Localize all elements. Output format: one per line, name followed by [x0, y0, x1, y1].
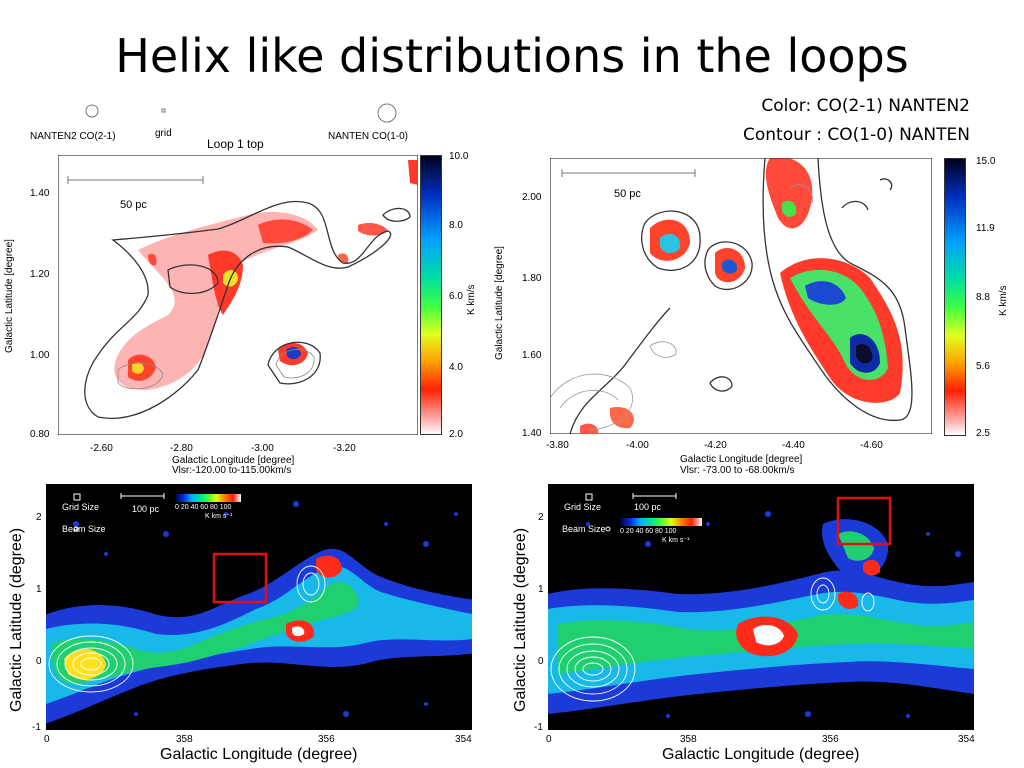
slide-title: Helix like distributions in the loops	[115, 29, 909, 83]
xtick: -2.80	[170, 443, 193, 454]
bottom-right-map	[548, 484, 974, 730]
ytick: 0	[36, 656, 42, 667]
label-nanten2: NANTEN2 CO(2-1)	[30, 131, 116, 142]
colorbar	[620, 518, 702, 526]
legend-contour: Contour : CO(1-0) NANTEN	[742, 125, 970, 145]
y-axis-label: Galactic Latitude [degree]	[494, 246, 505, 360]
x-axis-label: Galactic Longitude (degree)	[662, 746, 860, 763]
ytick: 1	[36, 584, 42, 595]
cbar-ticks: 0 20 40 60 80 100	[620, 528, 677, 535]
colorbar	[420, 155, 442, 435]
label-loop: Loop 1 top	[207, 137, 264, 151]
x-axis-label: Galactic Longitude [degree]	[680, 454, 803, 465]
label-nanten: NANTEN CO(1-0)	[328, 131, 409, 142]
ytick: 0	[538, 656, 544, 667]
cbar-tick: 4.0	[449, 362, 463, 373]
cbar-label: K km/s	[466, 284, 477, 315]
vlsr-label: Vlsr:-120.00 to-115.00km/s	[172, 465, 292, 476]
y-axis-label: Galactic Latitude (degree)	[8, 527, 25, 712]
grid-size-label: Grid Size	[564, 502, 602, 512]
xtick: -4.20	[704, 440, 727, 451]
ytick: -1	[534, 722, 543, 733]
scale-label: 50 pc	[614, 188, 641, 200]
grid-size-label: Grid Size	[62, 502, 100, 512]
y-axis-label: Galactic Latitude (degree)	[512, 527, 529, 712]
y-axis-label: Galactic Latitude [degree]	[4, 239, 15, 353]
beam-size-label: Beam Size	[62, 524, 106, 534]
x-axis-label: Galactic Longitude [degree]	[172, 455, 295, 466]
top-left-panel: NANTEN2 CO(2-1) grid Loop 1 top NANTEN C…	[0, 95, 480, 480]
scale-label: 50 pc	[120, 199, 147, 211]
ytick: 1.20	[30, 269, 50, 280]
xtick: -4.60	[860, 440, 883, 451]
cbar-tick: 5.6	[976, 361, 990, 372]
scale-label: 100 pc	[634, 502, 662, 512]
ytick: 2	[36, 512, 42, 523]
ytick: 1.60	[522, 350, 542, 361]
legend-color: Color: CO(2-1) NANTEN2	[761, 96, 970, 116]
xtick: 354	[455, 734, 472, 745]
cbar-tick: 8.0	[449, 220, 463, 231]
scale-label: 100 pc	[132, 504, 160, 514]
ytick: 1.80	[522, 273, 542, 284]
cbar-tick: 15.0	[976, 156, 996, 167]
cbar-tick: 10.0	[449, 151, 469, 162]
xtick: 356	[318, 734, 335, 745]
xtick: -3.00	[251, 443, 274, 454]
xtick: 0	[546, 734, 552, 745]
ytick: 2	[538, 512, 544, 523]
xtick: -2.60	[90, 443, 113, 454]
xtick: 358	[680, 734, 697, 745]
colorbar	[175, 494, 241, 502]
ytick: 2.00	[522, 192, 542, 203]
ytick: 0.80	[30, 429, 50, 440]
xtick: -3.20	[333, 443, 356, 454]
x-axis-label: Galactic Longitude (degree)	[160, 746, 358, 763]
cbar-label: K km/s	[998, 285, 1009, 316]
cbar-unit: K km s⁻¹	[662, 537, 690, 544]
cbar-tick: 8.8	[976, 292, 990, 303]
cbar-ticks: 0 20 40 60 80 100	[175, 504, 232, 511]
bottom-right-panel: Grid Size Beam Size 100 pc 0 20 40 60 80…	[512, 484, 1024, 768]
cbar-tick: 11.9	[976, 223, 995, 234]
xtick: 358	[176, 734, 193, 745]
ytick: 1.40	[30, 188, 50, 199]
xtick: 0	[44, 734, 50, 745]
xtick: 354	[958, 734, 975, 745]
xtick: -4.40	[782, 440, 805, 451]
xtick: 356	[822, 734, 839, 745]
top-right-panel: 50 pc 2.00 1.80 1.60 1.40 Galactic Latit…	[490, 150, 1024, 480]
cbar-unit: K km s⁻¹	[205, 513, 233, 520]
colorbar	[944, 158, 966, 436]
ytick: -1	[32, 722, 41, 733]
cbar-tick: 2.0	[449, 429, 463, 440]
beam-circles	[85, 103, 397, 123]
highlight-box	[212, 552, 268, 604]
bottom-left-map	[46, 484, 472, 730]
vlsr-label: Vlsr: -73.00 to -68.00km/s	[680, 465, 795, 476]
ytick: 1.00	[30, 350, 50, 361]
xtick: -4.00	[626, 440, 649, 451]
label-grid: grid	[155, 128, 172, 139]
ytick: 1	[538, 584, 544, 595]
highlight-box	[836, 496, 892, 546]
ytick: 1.40	[522, 428, 542, 439]
top-right-map	[550, 158, 932, 434]
xtick: -3.80	[546, 440, 569, 451]
top-left-map	[58, 155, 418, 435]
bottom-left-panel: Grid Size Beam Size 100 pc 0 20 40 60 80…	[0, 484, 512, 768]
cbar-tick: 6.0	[449, 291, 463, 302]
cbar-tick: 2.5	[976, 428, 990, 439]
beam-size-label: Beam Size	[562, 524, 606, 534]
